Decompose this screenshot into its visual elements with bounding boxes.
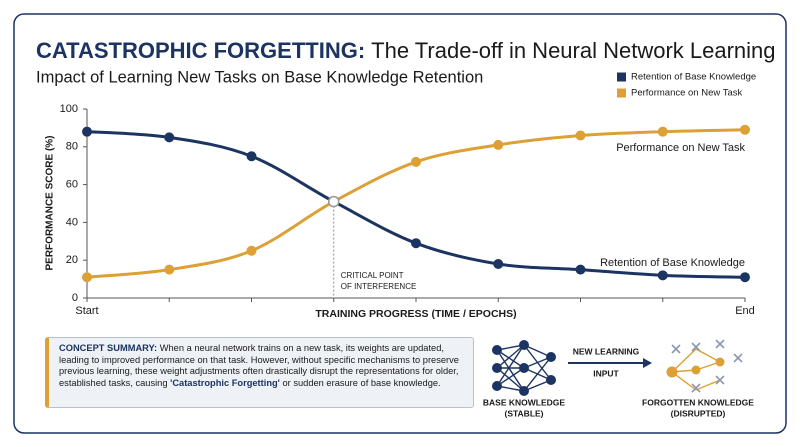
y-tick-label: 40	[66, 216, 78, 228]
x-axis-title: TRAINING PROGRESS (TIME / EPOCHS)	[315, 308, 516, 320]
line-label: Performance on New Task	[616, 142, 745, 154]
summary-text: When a neural network trains on a new ta…	[59, 343, 459, 388]
marker	[164, 132, 175, 143]
arrow-label: INPUT	[593, 368, 619, 378]
marker	[411, 238, 421, 249]
summary-label: CONCEPT SUMMARY:	[59, 343, 158, 353]
summary-text: or sudden erasure of base knowledge.	[279, 377, 441, 388]
marker	[575, 264, 586, 275]
line-label: Retention of Base Knowledge	[600, 257, 745, 269]
x-tick-label: End	[735, 305, 755, 317]
diagram-label: (STABLE)	[504, 408, 543, 418]
marker	[411, 156, 421, 167]
legend-label: Performance on New Task	[631, 88, 742, 99]
marker	[740, 124, 750, 135]
marker	[246, 151, 257, 162]
subtitle: Impact of Learning New Tasks on Base Kno…	[36, 68, 483, 86]
annotation: OF INTERFERENCE	[341, 282, 417, 291]
marker	[328, 195, 340, 208]
legend-label: Retention of Base Knowledge	[631, 72, 756, 83]
summary-emphasis: 'Catastrophic Forgetting'	[170, 377, 280, 388]
concept-summary: CONCEPT SUMMARY: When a neural network t…	[45, 337, 474, 408]
diagram-label: (DISRUPTED)	[671, 408, 726, 418]
marker	[493, 139, 504, 150]
marker	[164, 264, 175, 275]
card	[13, 13, 787, 434]
disrupted-network	[666, 339, 743, 393]
y-tick-label: 20	[66, 254, 78, 266]
diagram-label: FORGOTTEN KNOWLEDGE	[642, 397, 754, 407]
marker	[82, 126, 92, 137]
y-tick-label: 60	[66, 179, 78, 191]
diagram-label: BASE KNOWLEDGE	[483, 397, 566, 407]
y-tick-label: 100	[60, 103, 78, 115]
marker	[575, 130, 586, 141]
title-text: The Trade-off in Neural Network Learning	[371, 38, 775, 63]
marker	[246, 245, 257, 256]
y-axis-title: PERFORMANCE SCORE (%)	[45, 135, 56, 270]
annotation: CRITICAL POINT	[341, 271, 404, 280]
arrow-head	[643, 358, 652, 368]
marker	[740, 272, 750, 283]
base-network	[492, 340, 556, 396]
y-tick-label: 0	[72, 292, 78, 304]
title: CATASTROPHIC FORGETTING: The Trade-off in…	[36, 38, 776, 63]
legend-swatch	[617, 72, 626, 82]
marker	[82, 272, 92, 283]
y-tick-label: 80	[66, 141, 78, 153]
legend-swatch	[617, 88, 626, 98]
title-lead: CATASTROPHIC FORGETTING:	[36, 38, 365, 63]
x-tick-label: Start	[75, 305, 98, 317]
arrow-label: NEW LEARNING	[573, 346, 640, 356]
marker	[493, 258, 504, 269]
marker	[657, 270, 668, 281]
marker	[657, 126, 668, 137]
